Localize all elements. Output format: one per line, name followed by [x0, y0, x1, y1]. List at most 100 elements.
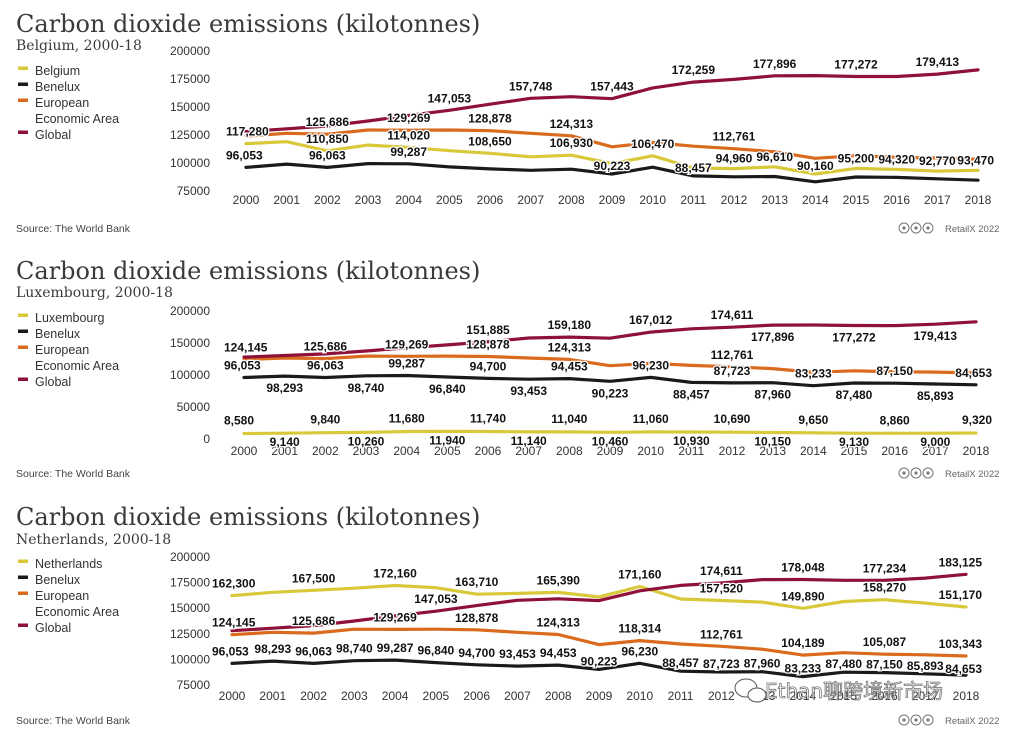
y-tick-label: 200000 — [170, 550, 210, 564]
data-label: 96,840 — [418, 644, 455, 658]
watermark: Ethan聊跨境新市场 — [734, 678, 943, 703]
chart-title: Carbon dioxide emissions (kilotonnes) — [16, 10, 480, 38]
data-label: 179,413 — [916, 55, 960, 69]
legend-item: Global — [18, 621, 71, 635]
data-label: 99,287 — [388, 356, 425, 370]
x-tick-label: 2014 — [800, 444, 827, 458]
data-label: 87,480 — [825, 657, 862, 671]
x-tick-label: 2013 — [761, 193, 788, 207]
data-label: 94,960 — [716, 152, 753, 166]
x-tick-label: 2011 — [678, 444, 704, 458]
y-tick-label: 125000 — [170, 128, 210, 142]
x-tick-label: 2009 — [599, 193, 626, 207]
noncommercial-icon — [922, 714, 934, 726]
legend-item: European Economic Area — [18, 96, 119, 126]
series-line-global — [244, 68, 980, 134]
attribution-icon — [910, 222, 922, 234]
legend-label: Global — [35, 128, 71, 142]
data-label: 96,053 — [226, 148, 263, 162]
data-label: 108,650 — [468, 134, 512, 148]
data-label: 94,700 — [458, 646, 495, 660]
data-label: 96,840 — [429, 382, 466, 396]
data-label: 90,223 — [581, 654, 618, 668]
data-label: 8,580 — [224, 414, 254, 428]
legend-item: Benelux — [18, 573, 81, 587]
legend-item: Luxembourg — [18, 311, 105, 325]
legend-swatch — [18, 329, 28, 333]
x-tick-label: 2015 — [841, 444, 868, 458]
x-tick-label: 2007 — [517, 193, 544, 207]
series-line-european-economic-area — [244, 128, 980, 161]
data-label: 88,457 — [662, 656, 699, 670]
x-tick-label: 2009 — [597, 444, 624, 458]
series-line-global — [230, 572, 968, 633]
source-note: Source: The World Bank — [16, 468, 131, 480]
data-label: 128,878 — [455, 611, 499, 625]
data-label: 96,053 — [224, 359, 261, 373]
data-label: 162,300 — [212, 577, 256, 591]
y-tick-label: 175000 — [170, 576, 210, 590]
legend-label: European — [35, 589, 89, 603]
series-line-belgium — [244, 140, 980, 176]
data-label: 177,272 — [832, 331, 876, 345]
x-tick-label: 2003 — [353, 444, 380, 458]
y-tick-label: 200000 — [170, 304, 210, 318]
data-label: 105,087 — [863, 635, 907, 649]
legend-item: Netherlands — [18, 557, 102, 571]
x-tick-label: 2005 — [434, 444, 461, 458]
data-label: 167,500 — [292, 571, 336, 585]
legend-label: Benelux — [35, 573, 81, 587]
data-label: 147,053 — [414, 592, 458, 606]
data-label: 174,611 — [700, 564, 743, 578]
x-tick-label: 2013 — [759, 444, 786, 458]
data-label: 151,170 — [939, 588, 983, 602]
y-tick-label: 75000 — [177, 678, 211, 692]
legend-label: Netherlands — [35, 557, 102, 571]
data-label: 10,690 — [714, 412, 751, 426]
x-tick-label: 2004 — [395, 193, 422, 207]
x-tick-label: 2001 — [271, 444, 298, 458]
data-label: 96,063 — [295, 644, 332, 658]
wechat-icon — [734, 678, 767, 703]
legend-swatch — [18, 575, 28, 579]
legend-swatch — [18, 313, 28, 317]
series-line-luxembourg — [242, 429, 978, 436]
source-note: Source: The World Bank — [16, 715, 131, 727]
y-tick-label: 200000 — [170, 44, 210, 58]
x-tick-label: 2012 — [708, 689, 735, 703]
data-label: 178,048 — [781, 560, 825, 574]
y-tick-label: 150000 — [170, 601, 210, 615]
data-label: 87,960 — [744, 657, 781, 671]
data-label: 177,896 — [753, 57, 797, 71]
data-label: 172,259 — [672, 63, 716, 77]
data-label: 179,413 — [914, 329, 958, 343]
data-label: 9,320 — [962, 413, 992, 427]
x-tick-label: 2000 — [219, 689, 246, 703]
legend-item: Global — [18, 375, 71, 389]
data-label: 157,748 — [509, 79, 553, 93]
data-label: 124,145 — [224, 341, 268, 355]
data-label: 93,470 — [957, 153, 994, 167]
data-label: 9,140 — [270, 435, 300, 449]
y-tick-label: 100000 — [170, 652, 210, 666]
x-tick-label: 2000 — [231, 444, 258, 458]
data-label: 87,723 — [714, 364, 751, 378]
legend-swatch — [18, 591, 28, 595]
data-label: 11,040 — [551, 412, 587, 426]
chart-panel-1: Carbon dioxide emissions (kilotonnes)Bel… — [16, 10, 999, 235]
data-label: 129,269 — [385, 337, 429, 351]
data-label: 84,653 — [945, 662, 982, 676]
data-label: 96,063 — [309, 148, 346, 162]
data-label: 98,740 — [336, 642, 373, 656]
data-label: 9,840 — [310, 413, 340, 427]
data-label: 106,930 — [550, 136, 594, 150]
x-tick-label: 2004 — [382, 689, 409, 703]
x-tick-label: 2006 — [463, 689, 490, 703]
chart-subtitle: Belgium, 2000-18 — [16, 38, 142, 54]
chart-panel-3: Carbon dioxide emissions (kilotonnes)Net… — [16, 503, 999, 727]
x-tick-label: 2018 — [953, 689, 980, 703]
data-label: 88,457 — [675, 161, 712, 175]
y-tick-label: 0 — [203, 432, 210, 446]
data-label: 117,280 — [226, 125, 269, 139]
